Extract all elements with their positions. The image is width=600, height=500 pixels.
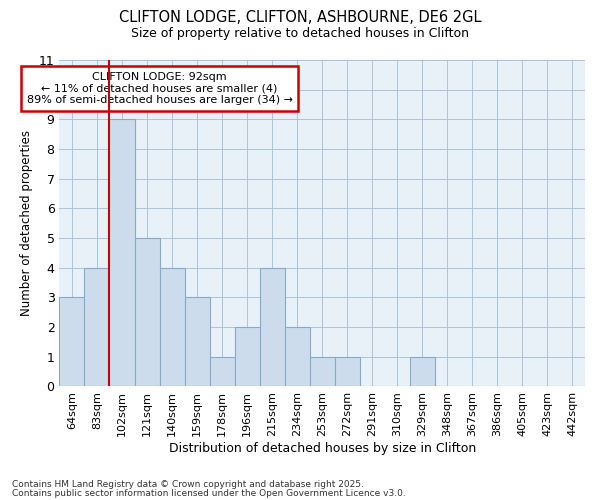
Bar xyxy=(410,357,435,386)
Bar xyxy=(160,268,185,386)
Bar xyxy=(335,357,360,386)
Bar xyxy=(85,268,109,386)
Bar xyxy=(209,357,235,386)
Bar xyxy=(235,327,260,386)
Text: Contains HM Land Registry data © Crown copyright and database right 2025.: Contains HM Land Registry data © Crown c… xyxy=(12,480,364,489)
Text: Size of property relative to detached houses in Clifton: Size of property relative to detached ho… xyxy=(131,28,469,40)
Bar xyxy=(59,298,85,386)
Bar xyxy=(185,298,209,386)
X-axis label: Distribution of detached houses by size in Clifton: Distribution of detached houses by size … xyxy=(169,442,476,455)
Bar xyxy=(260,268,284,386)
Text: CLIFTON LODGE, CLIFTON, ASHBOURNE, DE6 2GL: CLIFTON LODGE, CLIFTON, ASHBOURNE, DE6 2… xyxy=(119,10,481,25)
Bar xyxy=(134,238,160,386)
Bar xyxy=(109,120,134,386)
Text: CLIFTON LODGE: 92sqm
← 11% of detached houses are smaller (4)
89% of semi-detach: CLIFTON LODGE: 92sqm ← 11% of detached h… xyxy=(26,72,293,105)
Y-axis label: Number of detached properties: Number of detached properties xyxy=(20,130,33,316)
Text: Contains public sector information licensed under the Open Government Licence v3: Contains public sector information licen… xyxy=(12,489,406,498)
Bar xyxy=(310,357,335,386)
Bar xyxy=(284,327,310,386)
